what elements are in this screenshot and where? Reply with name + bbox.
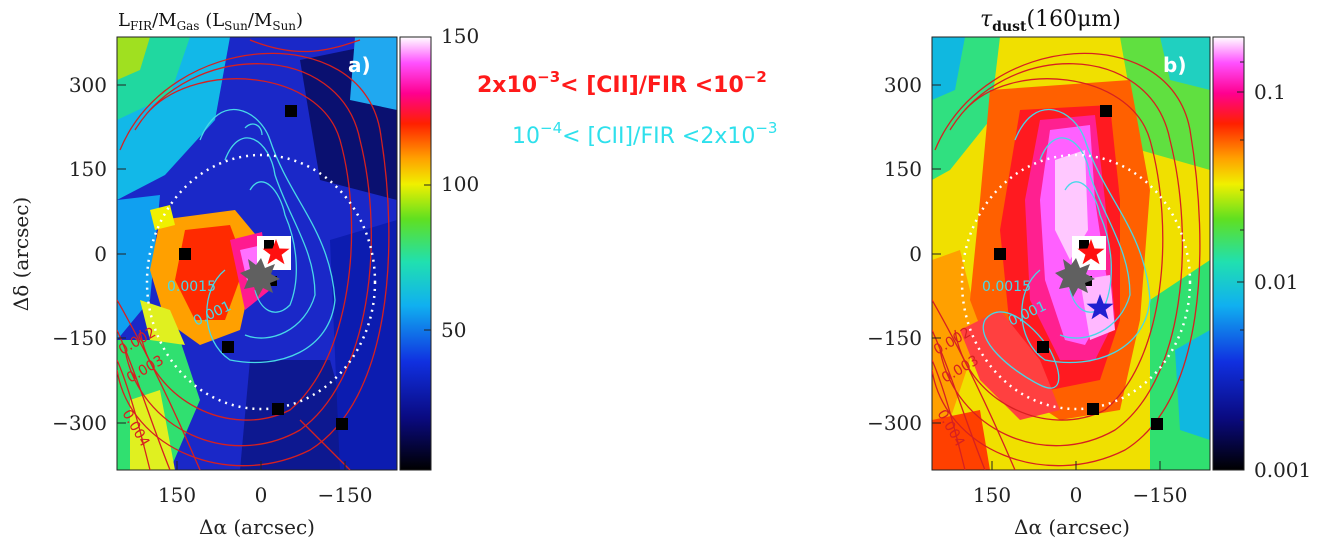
panel-a-colorbar-tick-2: 100 <box>441 172 479 196</box>
panel-a-label: a) <box>348 53 371 77</box>
panel-a-cyan-contours <box>199 108 336 364</box>
panel-a-red-contours <box>117 39 390 470</box>
panel-b-ytick-3: 0 <box>909 242 922 266</box>
panel-b-xtick-1: 150 <box>973 483 1011 507</box>
panel-b: 0.0015 0.001 0.002 0.003 0.004 b) τdust(… <box>867 7 1311 539</box>
panel-a-xtick-2: 0 <box>255 483 268 507</box>
panel-a-dotted-circle <box>145 153 377 411</box>
contour-legend: 2x10−3< [CII]/FIR <10−2 10−4< [CII]/FIR … <box>477 68 777 149</box>
panel-a-xlabel: Δα (arcsec) <box>199 515 315 539</box>
panel-b-ytick-4: −150 <box>867 326 922 350</box>
panel-a-ytick-3: 0 <box>94 242 107 266</box>
panel-b-ytick-5: −300 <box>867 411 922 435</box>
panel-b-colorbar-tick-3: 0.001 <box>1254 458 1311 482</box>
panel-b-colorbar <box>1212 36 1245 471</box>
panel-a-colorbar-ticks <box>424 36 431 331</box>
panel-b-red-contours <box>932 52 1201 470</box>
panel-a-xtick-3: −150 <box>318 483 373 507</box>
panel-a-red-star <box>262 239 290 265</box>
legend-red: 2x10−3< [CII]/FIR <10−2 <box>477 68 767 98</box>
panel-b-ytick-1: 300 <box>884 73 922 97</box>
panel-b-xtick-2: 0 <box>1070 483 1083 507</box>
panel-b-xtick-3: −150 <box>1133 483 1188 507</box>
panel-b-ytick-2: 150 <box>884 157 922 181</box>
panel-b-dotted-circle <box>960 153 1192 411</box>
panel-b-axes <box>932 84 1161 470</box>
panel-a-colorbar-tick-3: 50 <box>441 318 466 342</box>
panel-b-red-star <box>1077 239 1105 265</box>
panel-a-gray-star <box>240 258 280 297</box>
panel-b-xlabel: Δα (arcsec) <box>1014 515 1130 539</box>
panel-b-label: b) <box>1163 53 1186 77</box>
panel-a-ytick-4: −150 <box>52 326 107 350</box>
panel-b-colorbar-ticks <box>1237 61 1244 471</box>
panel-b-colorbar-tick-1: 0.1 <box>1254 80 1286 104</box>
panel-b-contour-label-cyan-1: 0.0015 <box>982 279 1031 295</box>
panel-b-cyan-contours <box>982 108 1151 389</box>
panel-a-contour-label-cyan-1: 0.0015 <box>167 279 216 295</box>
panel-a-ytick-1: 300 <box>69 73 107 97</box>
panel-b-gray-star <box>1055 258 1095 297</box>
panel-a-xtick-1: 150 <box>158 483 196 507</box>
panel-b-title: τdust(160μm) <box>980 7 1121 35</box>
panel-a-ytick-5: −300 <box>52 411 107 435</box>
panel-a-colorbar <box>399 36 432 471</box>
panel-a-colorbar-tick-1: 150 <box>441 24 479 48</box>
panel-a-black-squares <box>179 105 348 430</box>
legend-cyan: 10−4< [CII]/FIR <2x10−3 <box>512 119 777 149</box>
panel-b-colorbar-tick-2: 0.01 <box>1254 270 1299 294</box>
panel-a-title: LFIR/MGas (LSun/MSun) <box>118 10 303 33</box>
panel-a-axes <box>117 84 346 470</box>
panel-a-ytick-2: 150 <box>69 157 107 181</box>
panel-a-ylabel: Δδ (arcsec) <box>9 197 33 311</box>
panel-b-heatmap <box>932 37 1210 470</box>
panel-b-blue-star <box>1086 294 1114 320</box>
panel-a: 0.0015 0.001 0.002 0.003 0.004 a) LFIR/M… <box>9 10 479 539</box>
